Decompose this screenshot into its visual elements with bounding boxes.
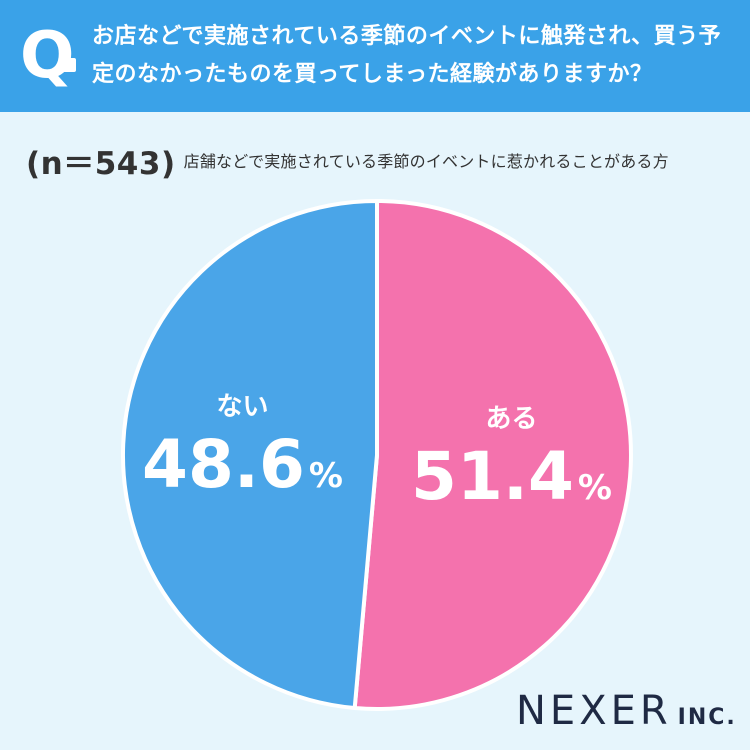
slice-label-nai: ない — [216, 392, 268, 422]
pie-slice-nai — [121, 199, 379, 711]
sample-size: (n＝543) — [26, 145, 176, 182]
slice-value-nai: 48.6% — [142, 426, 343, 503]
logo-inc-text: INC. — [677, 705, 737, 730]
logo-main-text: NEXER — [516, 688, 672, 734]
q-label: Q — [20, 19, 75, 93]
nexer-logo: NEXER INC. — [516, 688, 737, 734]
slice-label-aru: ある — [485, 404, 537, 434]
question-header: Q お店などで実施されている季節のイベントに触発され、買う予定のなかったものを買… — [0, 0, 750, 112]
respondent-condition: 店舗などで実施されている季節のイベントに惹かれることがある方 — [183, 152, 669, 171]
q-dot-icon — [62, 58, 76, 72]
question-text: お店などで実施されている季節のイベントに触発され、買う予定のなかったものを買って… — [92, 24, 722, 87]
subtitle: (n＝543) 店舗などで実施されている季節のイベントに惹かれることがある方 — [26, 140, 669, 182]
slice-value-aru: 51.4% — [411, 438, 612, 515]
pie-slice-aru — [352, 199, 633, 711]
